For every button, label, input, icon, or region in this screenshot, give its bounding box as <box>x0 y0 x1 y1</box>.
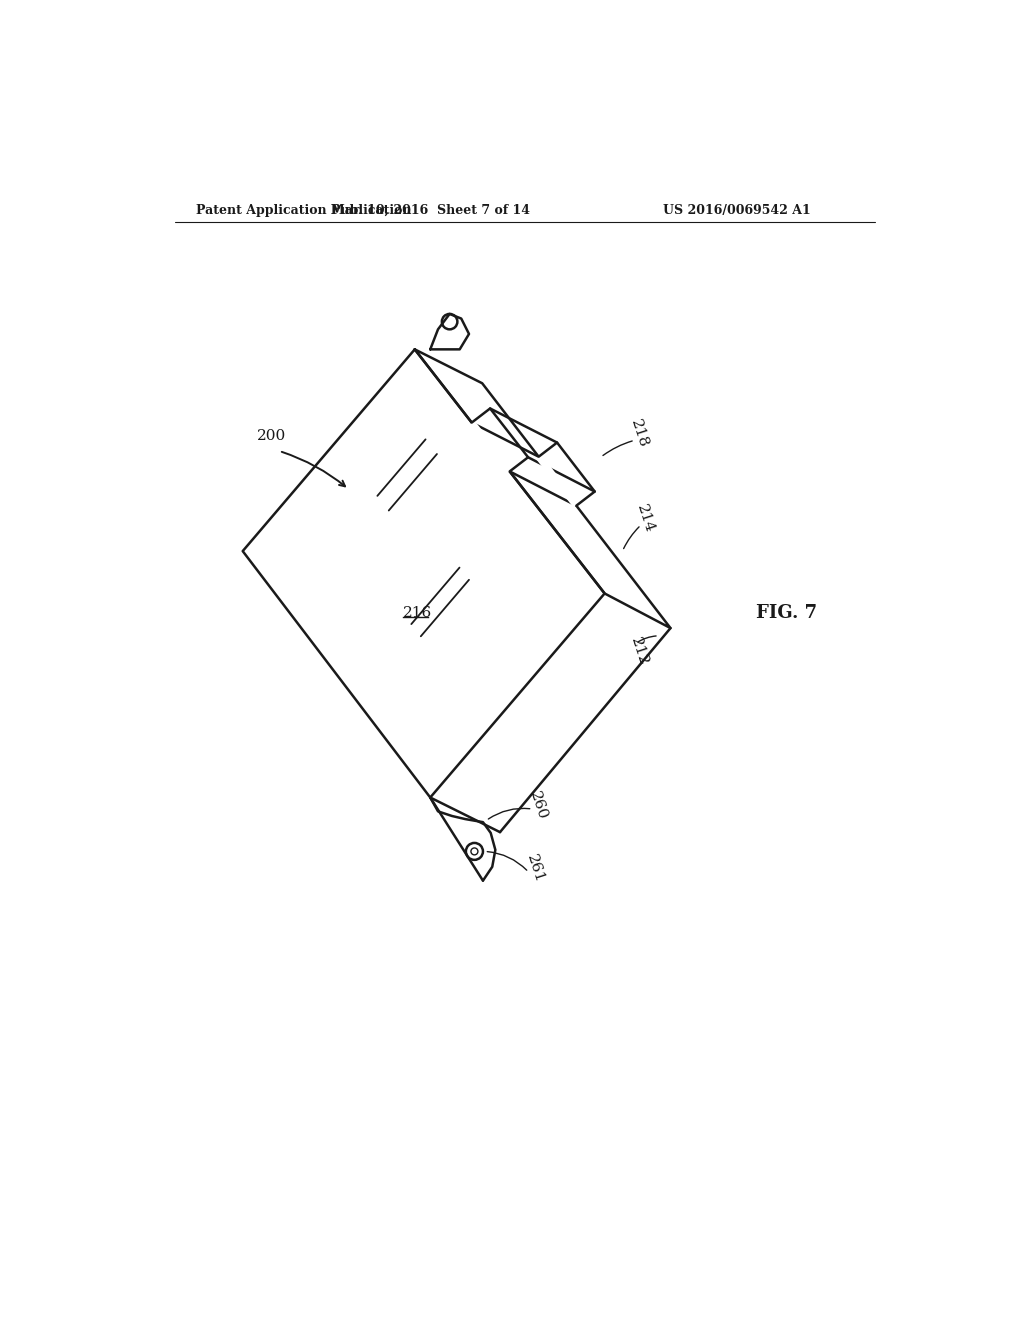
Text: Patent Application Publication: Patent Application Publication <box>197 205 412 218</box>
Text: 260: 260 <box>527 789 550 821</box>
Text: 218: 218 <box>629 418 650 450</box>
Text: 214: 214 <box>635 503 656 535</box>
Text: 200: 200 <box>257 429 286 442</box>
Text: US 2016/0069542 A1: US 2016/0069542 A1 <box>663 205 811 218</box>
Text: 261: 261 <box>523 853 546 884</box>
Text: FIG. 7: FIG. 7 <box>756 603 817 622</box>
Text: 212: 212 <box>629 635 650 668</box>
Text: Mar. 10, 2016  Sheet 7 of 14: Mar. 10, 2016 Sheet 7 of 14 <box>331 205 529 218</box>
Text: 216: 216 <box>403 606 432 619</box>
